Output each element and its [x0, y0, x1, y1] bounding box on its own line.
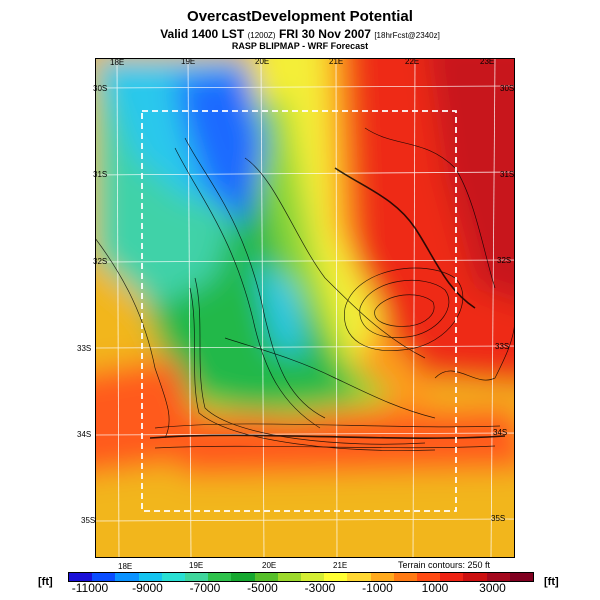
lon-label-top: 18E [110, 58, 125, 67]
colorbar-swatch [69, 573, 93, 581]
field-cyan-mid [255, 258, 305, 358]
lon-label-bottom: 18E [118, 562, 133, 571]
colorbar-unit-right: [ft] [544, 576, 559, 588]
colorbar-swatch [417, 573, 441, 581]
lon-label-bottom: 20E [262, 561, 277, 570]
colorbar-swatch [138, 573, 163, 581]
valid-time: Valid 1400 LST [160, 27, 245, 41]
terrain-contour-note: Terrain contours: 250 ft [398, 560, 491, 570]
colorbar-swatch [231, 573, 256, 581]
colorbar-swatch [324, 573, 348, 581]
grid-lines [95, 58, 515, 558]
valid-time-line: Valid 1400 LST (1200Z) FRI 30 Nov 2007 [… [0, 27, 600, 41]
lat-label-left: 31S [93, 170, 108, 179]
lat-label-left: 34S [77, 430, 92, 439]
colorbar-swatch [301, 573, 325, 581]
field-orange-mid [300, 58, 435, 418]
colorbar-unit-left: [ft] [38, 576, 53, 588]
lon-label-bottom: 21E [333, 561, 348, 570]
map-title: OvercastDevelopment Potential [187, 8, 413, 25]
lat-label-right: 30S [500, 84, 515, 93]
lat-label-right: 35S [491, 514, 506, 523]
colorbar-label: 1000 [421, 581, 449, 595]
lon-label-top: 19E [181, 57, 196, 66]
colorbar-swatch [463, 573, 488, 581]
field-blue-north [175, 68, 265, 228]
color-field [95, 58, 515, 558]
lon-label-top: 22E [405, 57, 420, 66]
colorbar-swatch [185, 573, 209, 581]
colorbar-label: -3000 [304, 581, 336, 595]
colorbar-swatch [347, 573, 372, 581]
lat-label-left: 32S [93, 257, 108, 266]
lon-label-top: 23E [480, 57, 495, 66]
utc-note: (1200Z) [247, 31, 276, 40]
colorbar-swatch [277, 573, 302, 581]
map-frame [95, 58, 515, 558]
colorbar-swatch [208, 573, 232, 581]
forecast-note: [18hrFcst@2340z] [374, 31, 440, 40]
inner-domain-box [141, 110, 457, 512]
lon-label-top: 21E [329, 57, 344, 66]
lat-label-right: 31S [500, 170, 515, 179]
colorbar [68, 572, 534, 582]
lat-label-left: 35S [81, 516, 96, 525]
lat-label-right: 32S [497, 256, 512, 265]
lon-label-top: 20E [255, 57, 270, 66]
lat-label-right: 34S [493, 428, 508, 437]
colorbar-swatch [254, 573, 279, 581]
colorbar-swatch [486, 573, 511, 581]
colorbar-label: -1000 [362, 581, 393, 595]
colorbar-label: -9000 [132, 581, 163, 595]
field-gold-south [95, 468, 515, 558]
colorbar-label: -5000 [247, 581, 278, 595]
colorbar-label: -7000 [189, 581, 221, 595]
colorbar-label: 3000 [479, 581, 506, 595]
colorbar-swatch [370, 573, 395, 581]
colorbar-swatch [440, 573, 464, 581]
forecast-date: FRI 30 Nov 2007 [278, 27, 371, 41]
field-red-west [95, 358, 215, 473]
terrain-contours [95, 127, 515, 451]
lon-label-bottom: 19E [189, 561, 204, 570]
lat-label-right: 33S [495, 342, 510, 351]
forecast-map: 18E 19E 20E 21E 22E 23E 18E 19E 20E 21E … [77, 57, 515, 571]
source-line: RASP BLIPMAP - WRF Forecast [231, 41, 369, 51]
colorbar-swatch [92, 573, 116, 581]
lat-label-left: 30S [93, 84, 108, 93]
colorbar-swatch [393, 573, 418, 581]
lat-label-left: 33S [77, 344, 92, 353]
colorbar-swatch [509, 573, 534, 581]
colorbar-swatch [161, 573, 186, 581]
colorbar-label: -11000 [71, 581, 109, 595]
colorbar-swatch [115, 573, 140, 581]
